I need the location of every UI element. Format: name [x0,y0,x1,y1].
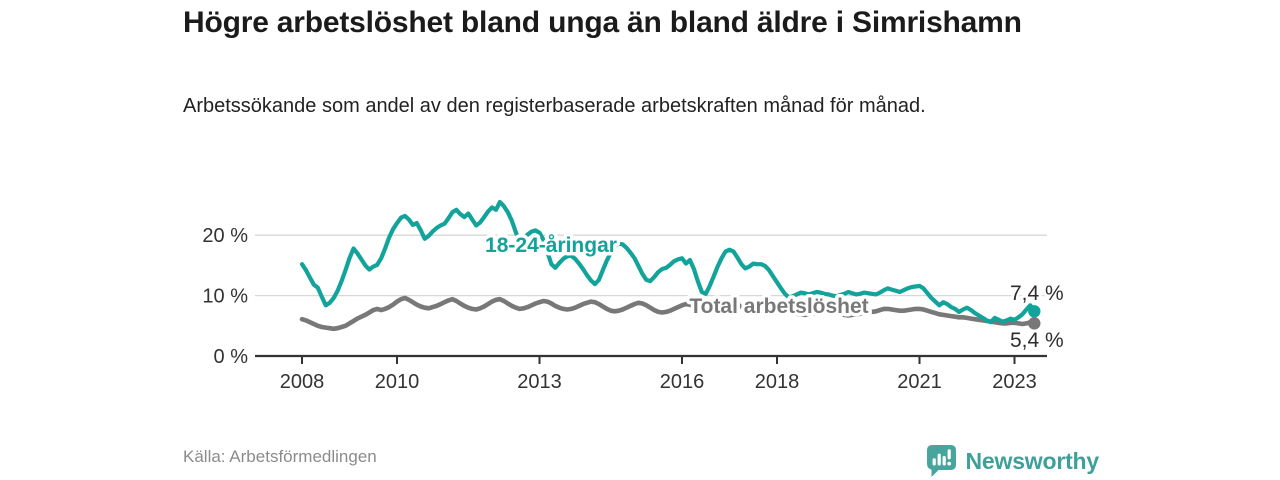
svg-text:2021: 2021 [897,371,942,393]
x-axis: 2008 2010 2013 2016 2018 2021 2023 [255,354,1047,393]
source-note: Källa: Arbetsförmedlingen [183,447,377,466]
svg-text:Total arbetslöshet: Total arbetslöshet [689,295,868,318]
svg-text:2010: 2010 [375,371,420,393]
series-end-value-labels: 7,4 % 5,4 % [1007,279,1067,355]
svg-text:0 %: 0 % [214,346,249,368]
series-name-labels: 18-24-åringar Total arbetslöshet [482,231,873,322]
svg-text:20 %: 20 % [202,225,248,247]
y-axis-labels: 0 % 10 % 20 % [202,225,248,368]
svg-text:10 %: 10 % [202,286,248,308]
svg-text:2008: 2008 [280,371,325,393]
chart-subtitle: Arbetssökande som andel av den registerb… [183,95,926,117]
brand-name: Newsworthy [965,447,1100,474]
svg-text:5,4 %: 5,4 % [1010,329,1064,352]
svg-text:2013: 2013 [517,371,562,393]
newsworthy-logo: Newsworthy [926,444,1099,478]
svg-text:7,4 %: 7,4 % [1010,282,1064,305]
gridlines [255,234,1047,297]
newsworthy-bubble-chart-icon [926,445,956,477]
svg-text:2016: 2016 [660,371,705,393]
svg-text:18-24-åringar: 18-24-åringar [485,234,617,257]
chart-title: Högre arbetslöshet bland unga än bland ä… [183,6,1022,39]
series-end-dots [1028,305,1041,330]
svg-text:2018: 2018 [755,371,800,393]
svg-text:2023: 2023 [992,371,1037,393]
series-lines [299,199,1037,332]
